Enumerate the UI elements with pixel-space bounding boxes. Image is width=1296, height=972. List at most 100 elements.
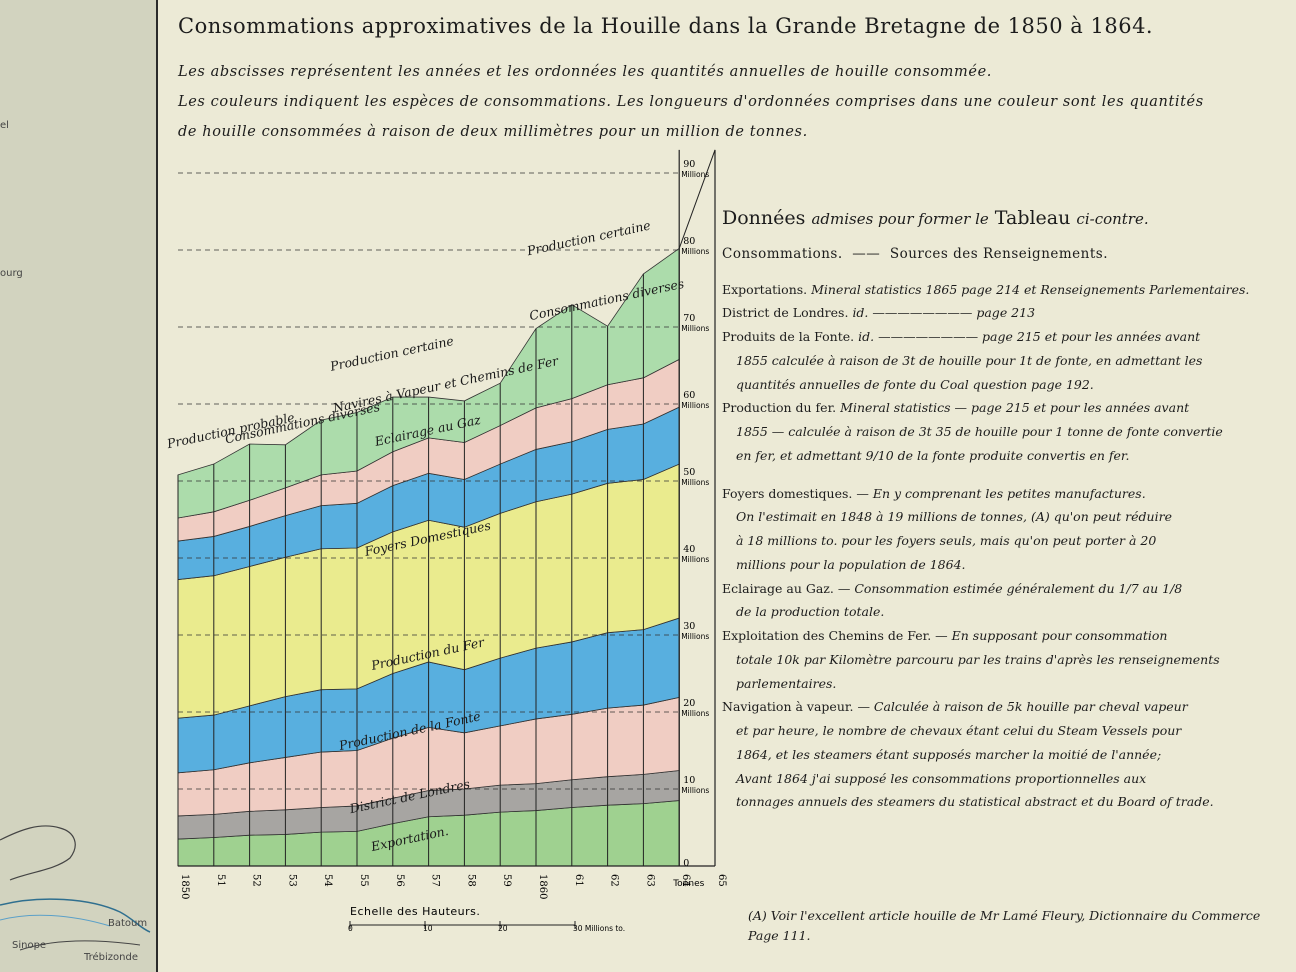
panel-row: Foyers domestiques. — En y comprenant le… [722, 482, 1267, 506]
x-tick-label: 55 [358, 874, 369, 887]
panel-heading-italic: admises pour former le [811, 210, 989, 228]
footnote: (A) Voir l'excellent article houille de … [748, 908, 1261, 943]
y-tick-label: 20 [683, 698, 695, 709]
y-tick-label: 60 [683, 390, 695, 401]
coastline-drawing [0, 825, 151, 951]
panel-row: de la production totale. [722, 600, 1267, 624]
panel-row: Navigation à vapeur. — Calculée à raison… [722, 695, 1267, 719]
x-tick-label: 51 [215, 874, 226, 887]
x-tick-label: 64 [680, 874, 691, 887]
panel-heading: Données admises pour former le Tableau c… [722, 200, 1267, 236]
y-tick-label: 30 [683, 621, 695, 632]
subheading-consommations: Consommations. [722, 246, 843, 263]
map-place-label: Batoum [108, 918, 148, 929]
band-label: Production certaine [525, 217, 652, 258]
chart-title: Consommations approximatives de la Houil… [178, 14, 1154, 38]
row-text: Mineral statistics — page 215 et pour le… [840, 400, 1190, 416]
scale-bar-title: Echelle des Hauteurs. [350, 905, 480, 918]
y-tick-unit: Millions [681, 555, 709, 564]
panel-row: District de Londres. id. ———————— page 2… [722, 301, 1267, 325]
row-text: et par heure, le nombre de chevaux étant… [736, 723, 1182, 739]
row-text: Mineral statistics 1865 page 214 et Rens… [811, 281, 1250, 297]
x-tick-label: 1850 [179, 874, 190, 899]
panel-row: tonnages annuels des steamers du statist… [722, 790, 1267, 814]
map-stub-label: ourg [0, 268, 23, 279]
map-place-label: Sinope [12, 940, 47, 951]
x-tick-label: 52 [251, 874, 262, 887]
row-text: tonnages annuels des steamers du statist… [736, 794, 1214, 810]
extension-slope [678, 149, 716, 249]
row-text: — Calculée à raison de 5k houille par ch… [857, 699, 1188, 715]
y-tick-label: 0 [683, 858, 689, 869]
row-text: On l'estimait en 1848 à 19 millions de t… [736, 509, 1172, 525]
scale-bar-tick-label: 30 Millions to. [573, 924, 625, 933]
panel-subheading: Consommations. —— Sources des Renseignem… [722, 246, 1109, 263]
scale-bar-tick-label: 10 [423, 924, 433, 933]
y-tick-unit: Millions [681, 632, 709, 641]
y-tick-unit: Millions [681, 324, 709, 333]
panel-heading-main: Données [722, 207, 806, 229]
x-tick-label: 1860 [537, 874, 548, 899]
y-tick-unit: Millions [681, 709, 709, 718]
row-text: Avant 1864 j'ai supposé les consommation… [736, 770, 1147, 786]
row-label: Exploitation des Chemins de Fer. [722, 628, 932, 644]
panel-row: 1855 — calculée à raison de 3t 35 de hou… [722, 420, 1267, 444]
panel-row: millions pour la population de 1864. [722, 553, 1267, 577]
row-text: à 18 millions to. pour les foyers seuls,… [736, 533, 1157, 549]
panel-row: Produits de la Fonte. id. ———————— page … [722, 325, 1267, 349]
row-text: id. ———————— page 213 [852, 305, 1036, 321]
panel-row: 1864, et les steamers étant supposés mar… [722, 743, 1267, 767]
row-label: Production du fer. [722, 400, 837, 416]
x-tick-label: 63 [644, 874, 655, 887]
row-label: Navigation à vapeur. [722, 699, 854, 715]
row-text: millions pour la population de 1864. [736, 556, 966, 572]
y-tick-label: 50 [683, 467, 695, 478]
panel-row: et par heure, le nombre de chevaux étant… [722, 719, 1267, 743]
description-line: Les abscisses représentent les années et… [178, 64, 992, 80]
row-label: Produits de la Fonte. [722, 329, 855, 345]
row-text: — En supposant pour consommation [935, 628, 1168, 644]
row-text: 1855 calculée à raison de 3t de houille … [736, 352, 1203, 368]
panel-row: parlementaires. [722, 672, 1267, 696]
row-label: Foyers domestiques. [722, 485, 853, 501]
x-tick-label: 56 [394, 874, 405, 887]
row-text: de la production totale. [736, 604, 885, 620]
panel-row: 1855 calculée à raison de 3t de houille … [722, 349, 1267, 373]
x-tick-label: 62 [609, 874, 620, 887]
panel-row: Eclairage au Gaz. — Consommation estimée… [722, 577, 1267, 601]
row-text: 1864, et les steamers étant supposés mar… [736, 746, 1162, 762]
panel-row: Exportations. Mineral statistics 1865 pa… [722, 278, 1267, 302]
row-label: Exportations. [722, 281, 808, 297]
y-tick-unit: Millions [681, 170, 709, 179]
row-text: parlementaires. [736, 675, 837, 691]
panel-row: On l'estimait en 1848 à 19 millions de t… [722, 505, 1267, 529]
y-tick-unit: Millions [681, 786, 709, 795]
panel-row: Avant 1864 j'ai supposé les consommation… [722, 767, 1267, 791]
row-label: District de Londres. [722, 305, 849, 321]
adjacent-map-strip: el ourg Batoum Sinope Trébizonde [0, 0, 156, 972]
x-tick-label: 58 [465, 874, 476, 887]
y-tick-label: 90 [683, 159, 695, 170]
y-tick-label: 10 [683, 775, 695, 786]
y-tick-unit: Millions [681, 401, 709, 410]
row-text: — En y comprenant les petites manufactur… [856, 485, 1146, 501]
x-tick-label: 59 [501, 874, 512, 887]
map-place-label: Trébizonde [84, 952, 139, 963]
panel-row: à 18 millions to. pour les foyers seuls,… [722, 529, 1267, 553]
y-tick-unit: Millions [681, 247, 709, 256]
x-tick-label: 61 [573, 874, 584, 887]
band-label: Production certaine [328, 333, 455, 374]
x-tick-label: 54 [322, 874, 333, 887]
notes-list: Foyers domestiques. — En y comprenant le… [722, 482, 1267, 815]
scale-bar-tick-label: 20 [498, 924, 508, 933]
scale-bar-tick-label: 0 [348, 924, 353, 933]
panel-heading-tail: ci-contre. [1076, 210, 1149, 228]
panel-heading-end: Tableau [994, 207, 1071, 229]
row-text: quantités annuelles de fonte du Coal que… [736, 376, 1094, 392]
data-sources-panel: Données admises pour former le Tableau c… [722, 200, 1267, 814]
x-unit-label: Tonnes [672, 879, 704, 889]
y-tick-label: 40 [683, 544, 695, 555]
y-tick-unit: Millions [681, 478, 709, 487]
y-tick-label: 70 [683, 313, 695, 324]
